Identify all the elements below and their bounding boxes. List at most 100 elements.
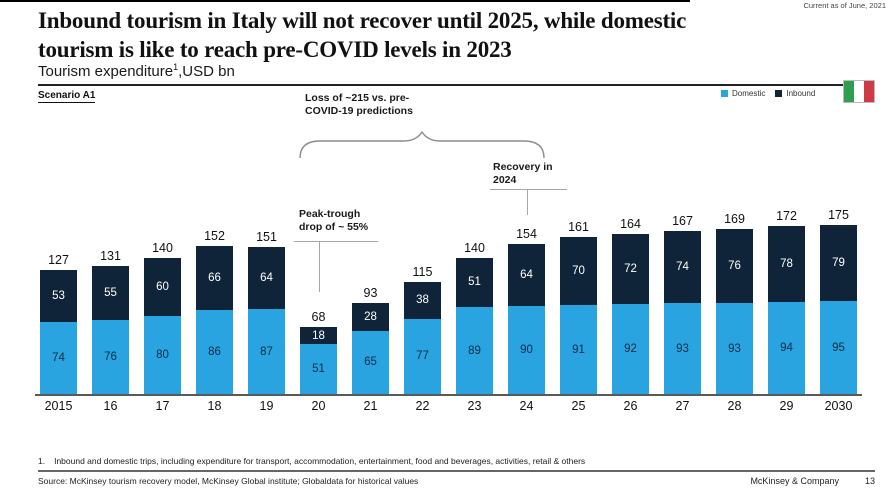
peak-trough-underline bbox=[294, 241, 378, 243]
domestic-segment: 51 bbox=[300, 344, 337, 394]
bars-row: 127 53 74 131 55 76 140 60 80 152 66 86 151 64 87 68 18 5… bbox=[40, 203, 857, 394]
flag-green-stripe bbox=[844, 81, 854, 102]
x-axis-labels: 2015 16 17 18 19 20 21 22 23 24 25 26 27 28 29 2030 bbox=[40, 399, 857, 413]
x-axis-label: 28 bbox=[727, 399, 742, 413]
bar-column-22: 115 38 77 bbox=[404, 265, 441, 394]
inbound-segment: 53 bbox=[40, 270, 77, 322]
total-label: 172 bbox=[776, 209, 797, 224]
bar-column-18: 152 66 86 bbox=[196, 229, 233, 394]
subtitle-text: Tourism expenditure bbox=[38, 63, 174, 80]
bar-column-26: 164 72 92 bbox=[612, 217, 649, 394]
page-title: Inbound tourism in Italy will not recove… bbox=[38, 6, 686, 64]
inbound-segment: 78 bbox=[768, 226, 805, 303]
annotation-loss-line2: COVID-19 predictions bbox=[305, 105, 413, 117]
x-axis-label: 20 bbox=[311, 399, 326, 413]
peak-trough-connector-line bbox=[319, 241, 321, 292]
inbound-segment: 76 bbox=[716, 229, 753, 304]
page-number: 13 bbox=[864, 476, 875, 486]
total-label: 154 bbox=[516, 226, 537, 241]
annotation-peak-trough: Peak-trough drop of ~ 55% bbox=[299, 208, 368, 234]
flag-red-stripe bbox=[864, 81, 874, 102]
subtitle-superscript: 1 bbox=[173, 62, 179, 72]
x-axis-label: 27 bbox=[675, 399, 690, 413]
x-axis-label: 23 bbox=[467, 399, 482, 413]
footnote-text: Inbound and domestic trips, including ex… bbox=[54, 456, 586, 466]
total-label: 140 bbox=[464, 240, 485, 255]
total-label: 115 bbox=[412, 264, 433, 279]
total-label: 175 bbox=[828, 207, 849, 222]
total-label: 140 bbox=[152, 240, 173, 255]
company-name: McKinsey & Company bbox=[750, 476, 839, 486]
source-text: Source: McKinsey tourism recovery model,… bbox=[38, 476, 419, 486]
footnote: 1. Inbound and domestic trips, including … bbox=[38, 456, 585, 466]
source-row: Source: McKinsey tourism recovery model,… bbox=[38, 476, 875, 486]
domestic-segment: 74 bbox=[40, 321, 77, 394]
annotation-recovery-line2: 2024 bbox=[493, 174, 517, 186]
chart-subtitle: Tourism expenditure1,USD bn bbox=[38, 62, 235, 80]
total-label: 167 bbox=[672, 214, 693, 229]
inbound-swatch-icon bbox=[775, 90, 783, 97]
total-label: 151 bbox=[256, 229, 277, 244]
annotation-peak-line1: Peak-trough bbox=[299, 208, 361, 220]
total-label: 93 bbox=[363, 286, 378, 301]
brand-block: McKinsey & Company 13 bbox=[750, 476, 875, 486]
inbound-segment: 66 bbox=[196, 245, 233, 311]
x-axis-label: 22 bbox=[415, 399, 430, 413]
domestic-segment: 65 bbox=[352, 330, 389, 394]
flag-white-stripe bbox=[854, 81, 864, 102]
total-label: 152 bbox=[204, 228, 225, 243]
x-axis-label: 21 bbox=[363, 399, 378, 413]
domestic-segment: 92 bbox=[612, 304, 649, 394]
scenario-label: Scenario A1 bbox=[38, 90, 96, 103]
x-axis-label: 29 bbox=[779, 399, 794, 413]
x-axis-label: 18 bbox=[207, 399, 222, 413]
total-label: 68 bbox=[311, 309, 326, 324]
bar-column-21: 93 28 65 bbox=[352, 286, 389, 394]
brace-icon bbox=[299, 131, 545, 159]
annotation-recovery-line1: Recovery in bbox=[493, 161, 553, 173]
inbound-segment: 55 bbox=[92, 266, 129, 320]
bar-column-20: 68 18 51 bbox=[300, 310, 337, 394]
annotation-loss: Loss of ~215 vs. pre- COVID-19 predictio… bbox=[305, 92, 413, 118]
legend-inbound-label: Inbound bbox=[786, 89, 816, 98]
total-label: 169 bbox=[724, 212, 745, 227]
x-axis-label: 16 bbox=[103, 399, 118, 413]
inbound-segment: 51 bbox=[456, 257, 493, 308]
inbound-segment: 74 bbox=[664, 231, 701, 304]
bar-column-2015: 127 53 74 bbox=[40, 253, 77, 394]
inbound-segment: 72 bbox=[612, 234, 649, 305]
recovery-connector-line bbox=[527, 190, 529, 215]
domestic-segment: 94 bbox=[768, 302, 805, 394]
legend-item-domestic: Domestic bbox=[721, 89, 765, 98]
inbound-segment: 38 bbox=[404, 281, 441, 319]
bar-column-2030: 175 79 95 bbox=[820, 207, 857, 394]
chart-legend: Domestic Inbound bbox=[721, 89, 815, 98]
inbound-segment: 70 bbox=[560, 237, 597, 306]
annotation-peak-line2: drop of ~ 55% bbox=[299, 221, 369, 233]
header-divider bbox=[38, 84, 875, 86]
annotation-loss-line1: Loss of ~215 vs. pre- bbox=[305, 92, 410, 104]
bar-column-27: 167 74 93 bbox=[664, 214, 701, 394]
domestic-segment: 93 bbox=[664, 303, 701, 394]
total-label: 164 bbox=[620, 217, 641, 232]
inbound-segment: 79 bbox=[820, 224, 857, 302]
italy-flag-icon bbox=[843, 80, 875, 103]
x-axis-label: 19 bbox=[259, 399, 274, 413]
total-label: 127 bbox=[48, 253, 69, 268]
footer-divider bbox=[38, 470, 875, 472]
inbound-segment: 64 bbox=[248, 246, 285, 310]
subtitle-unit: ,USD bn bbox=[178, 63, 235, 80]
title-line-2: tourism is like to reach pre-COVID level… bbox=[38, 37, 512, 62]
legend-item-inbound: Inbound bbox=[775, 89, 815, 98]
domestic-segment: 86 bbox=[196, 310, 233, 394]
domestic-segment: 89 bbox=[456, 307, 493, 394]
total-label: 131 bbox=[100, 249, 121, 264]
current-as-of-label: Current as of June, 2021 bbox=[803, 1, 886, 10]
domestic-segment: 80 bbox=[144, 316, 181, 394]
domestic-segment: 87 bbox=[248, 309, 285, 394]
total-label: 161 bbox=[568, 220, 589, 235]
x-axis-label: 26 bbox=[623, 399, 638, 413]
domestic-segment: 93 bbox=[716, 303, 753, 394]
x-axis-label: 2015 bbox=[44, 399, 73, 413]
